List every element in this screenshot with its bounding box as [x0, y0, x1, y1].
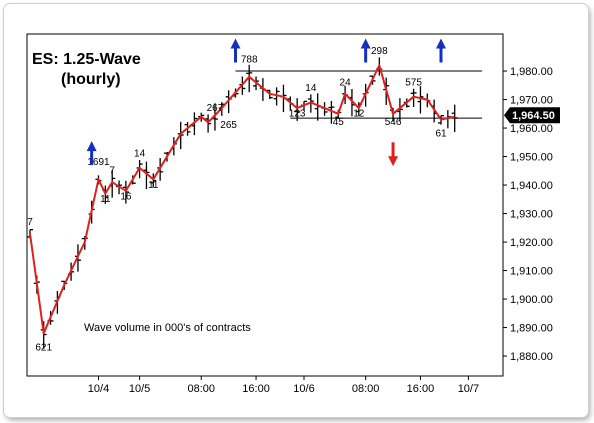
wave-volume-label: 788 — [241, 55, 258, 66]
x-tick-label: 08:00 — [187, 383, 215, 395]
wave-volume-label: 1691 — [87, 157, 110, 168]
wave-volume-label: 45 — [333, 117, 345, 128]
wave-volume-label: 61 — [435, 129, 447, 140]
y-tick-label: 1,900.00 — [510, 294, 553, 306]
wave-volume-label: 12 — [353, 109, 365, 120]
y-tick-label: 1,980.00 — [510, 66, 553, 78]
arrow-head — [230, 38, 241, 49]
wave-volume-label: 265 — [220, 120, 237, 131]
y-tick-label: 1,920.00 — [510, 237, 553, 249]
x-tick-label: 10/4 — [88, 383, 109, 395]
y-tick-label: 1,880.00 — [510, 351, 553, 363]
wave-volume-label: 7 — [109, 166, 115, 177]
arrow-head — [436, 38, 446, 49]
wave-volume-label: 267 — [207, 103, 224, 114]
x-tick-label: 08:00 — [352, 383, 380, 395]
arrow-head — [86, 141, 97, 152]
x-tick-label: 16:00 — [242, 383, 270, 395]
wave-volume-label: 24 — [340, 77, 352, 88]
arrow-up-icon — [230, 38, 241, 63]
y-tick-label: 1,940.00 — [510, 180, 553, 192]
volume-annotation: Wave volume in 000's of contracts — [84, 322, 251, 334]
arrow-up-icon — [86, 141, 97, 166]
wave-volume-label: 16 — [120, 191, 132, 202]
wave-volume-label: 7 — [27, 217, 33, 228]
chart-title-line1: ES: 1.25-Wave — [32, 51, 141, 68]
arrow-up-icon — [360, 38, 371, 63]
chart-frame — [4, 4, 588, 417]
y-tick-label: 1,970.00 — [510, 95, 553, 107]
current-price-box — [504, 107, 560, 124]
wave-volume-label: 14 — [134, 149, 146, 160]
wave-volume-label: 546 — [385, 117, 402, 128]
x-tick-label: 16:00 — [407, 383, 435, 395]
y-tick-label: 1,950.00 — [510, 152, 553, 164]
x-tick-label: 10/7 — [458, 383, 479, 395]
y-tick-label: 1,960.00 — [510, 123, 553, 135]
arrow-head — [388, 156, 399, 167]
plot-area: 1,880.00 1,890.00 1,900.00 1,910.00 1,920.00… — [26, 33, 560, 395]
wave-line — [29, 64, 455, 335]
wave-volume-label: 11 — [100, 194, 111, 205]
wave-volume-label: 298 — [371, 46, 388, 57]
wave-volume-label: 14 — [305, 83, 317, 94]
wave-volume-label: 575 — [405, 77, 422, 88]
arrow-head — [360, 38, 371, 49]
x-tick-label: 10/5 — [129, 383, 150, 395]
y-tick-label: 1,930.00 — [510, 209, 553, 221]
y-tick-label: 1,890.00 — [510, 323, 553, 335]
y-tick-label: 1,910.00 — [510, 266, 553, 278]
current-price-label: 1,964.50 — [512, 110, 555, 122]
wave-volume-label: 621 — [35, 342, 52, 353]
wave-volume-label: 123 — [289, 109, 306, 120]
arrow-down-icon — [388, 142, 399, 167]
x-tick-label: 10/6 — [293, 383, 314, 395]
chart-title-line2: (hourly) — [61, 71, 121, 88]
arrow-up-icon — [436, 38, 446, 63]
plot-border — [26, 33, 504, 377]
wave-volume-label: 11 — [148, 180, 159, 191]
